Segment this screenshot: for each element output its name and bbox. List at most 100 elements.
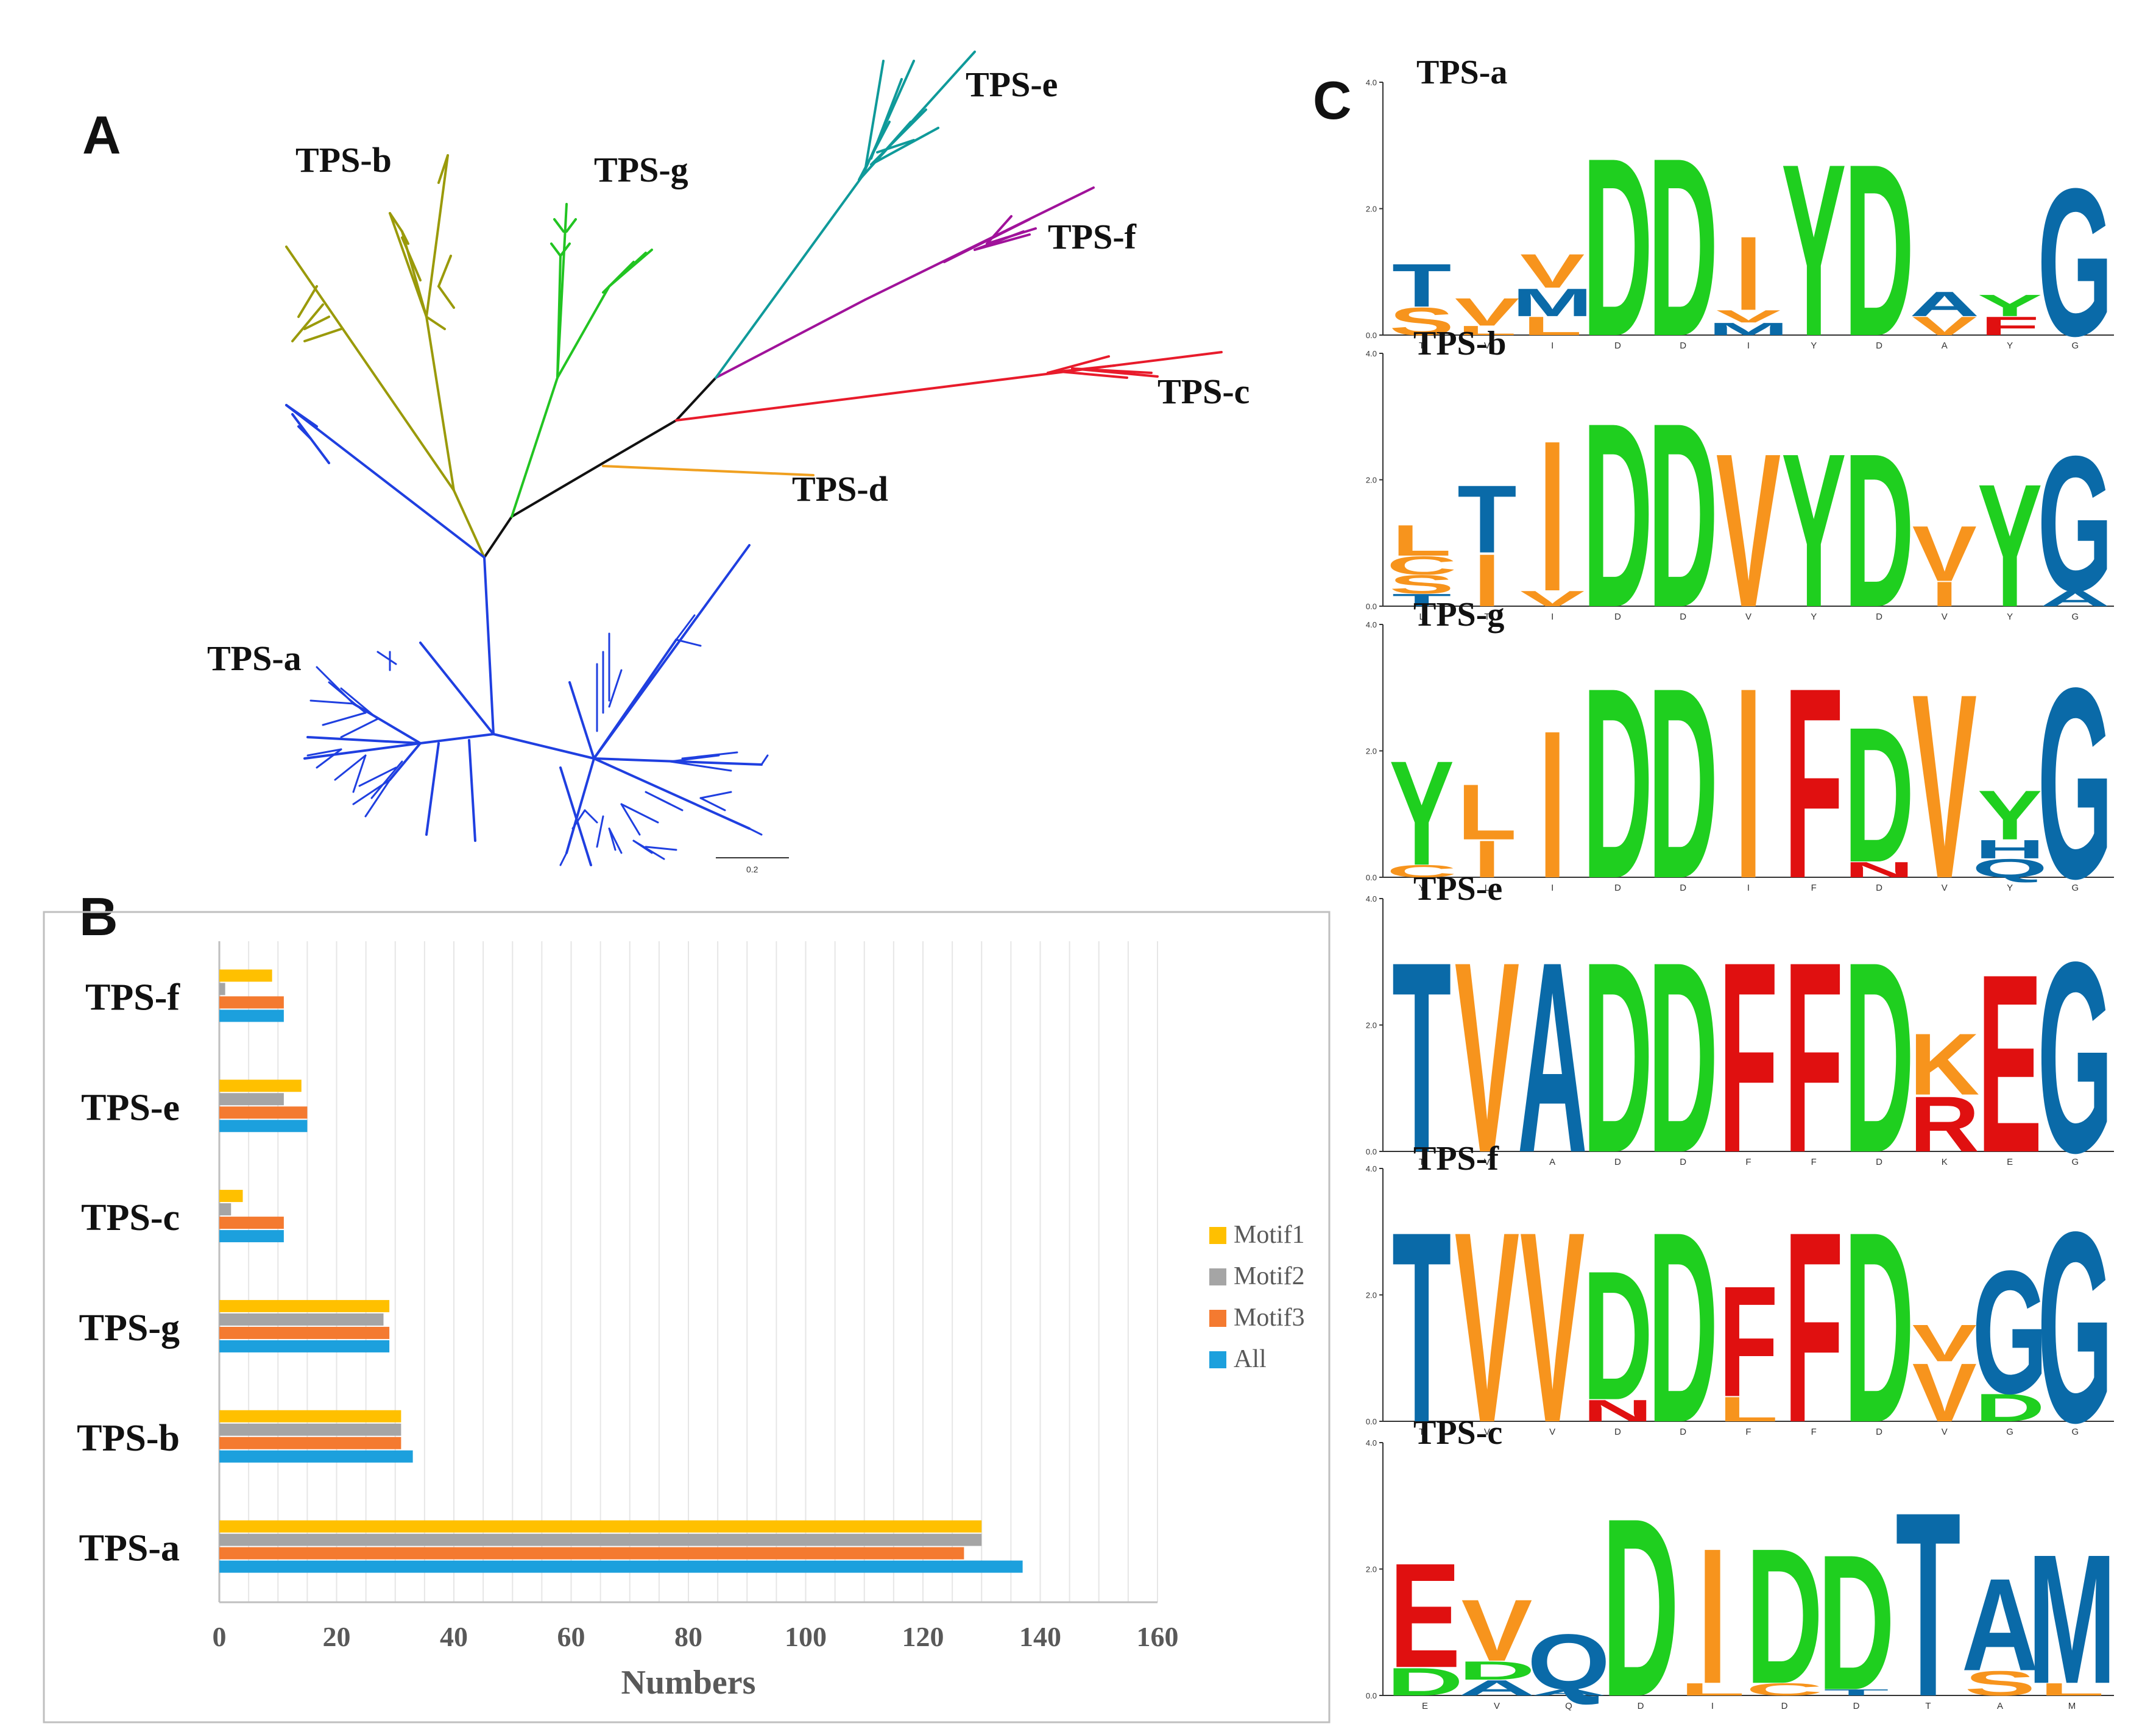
x-tick-label: 80: [674, 1621, 702, 1652]
tree-leaf-tps-c: [1059, 370, 1128, 379]
logo-letter: A: [1909, 285, 1979, 323]
logo-title: TPS-a: [1416, 54, 1507, 91]
logo-x-tick: F: [1811, 883, 1817, 893]
logo-x-tick: K: [1942, 1157, 1948, 1167]
logo-y-tick-label: 0.0: [1366, 1417, 1377, 1426]
tree-branch-tps-a: [492, 733, 595, 760]
category-label: TPS-e: [81, 1087, 180, 1128]
logo-letter: V: [1520, 1175, 1585, 1480]
tree-leaf-tps-b: [401, 230, 409, 245]
logo-letter: F: [1980, 311, 2039, 341]
tree-leaf-tps-a: [645, 846, 677, 851]
logo-y-tick-label: 4.0: [1366, 1438, 1377, 1447]
bar-tps-f-motif2: [219, 983, 225, 995]
tree-leaf-tps-a: [352, 754, 367, 793]
tree-backbone: [483, 515, 513, 559]
tree-leaf-tps-a: [620, 803, 641, 836]
logo-x-tick: F: [1745, 1157, 1751, 1167]
logo-letter: D: [1583, 369, 1653, 663]
logo-letter: N: [1583, 1394, 1653, 1428]
tree-leaf-tps-b: [401, 236, 422, 281]
logo-x-tick: A: [1942, 341, 1948, 351]
logo-title: TPS-b: [1413, 325, 1507, 362]
bar-tps-a-motif2: [219, 1533, 982, 1546]
logo-x-tick: D: [1680, 612, 1686, 622]
logo-x-tick: D: [1680, 1157, 1686, 1167]
x-tick-label: 120: [902, 1621, 944, 1652]
logo-x-tick: A: [1997, 1701, 2003, 1711]
tree-leaf-tps-g: [553, 218, 565, 233]
bar-tps-e-all: [219, 1120, 308, 1133]
tree-leaf-tps-a: [669, 754, 720, 763]
logo-y-tick-label: 4.0: [1366, 1164, 1377, 1173]
tree-leaf-tps-a: [699, 791, 732, 799]
logo-x-tick: V: [1942, 612, 1948, 622]
logo-y-tick-label: 2.0: [1366, 1291, 1377, 1300]
logo-x-tick: D: [1876, 612, 1882, 622]
logo-letter: T: [1392, 252, 1451, 320]
tree-branch-tps-b: [453, 489, 486, 559]
tree-leaf-tps-a: [297, 425, 312, 440]
tree-branch-tps-a: [419, 733, 495, 744]
tree-leaf-tps-f: [974, 233, 1031, 251]
tree-branch-tps-c: [675, 351, 1223, 422]
logo-letter: T: [1392, 1175, 1451, 1480]
logo-y-tick-label: 4.0: [1366, 894, 1377, 903]
clade-label-tps-c: TPS-c: [1158, 372, 1249, 411]
logo-letter: V: [1461, 1582, 1533, 1680]
bar-tps-c-motif3: [219, 1217, 284, 1229]
tree-leaf-tps-a: [340, 687, 379, 720]
tree-backbone: [511, 462, 604, 518]
logo-x-tick: D: [1680, 1427, 1686, 1437]
logo-x-tick: T: [1419, 1427, 1424, 1437]
x-tick-label: 40: [440, 1621, 468, 1652]
logo-letter: V: [1716, 408, 1781, 653]
tree-leaf-tps-a: [328, 681, 367, 714]
logo-letter: Y: [1978, 289, 2042, 323]
tree-branch-tps-b: [425, 316, 455, 492]
bar-tps-c-motif1: [219, 1190, 243, 1203]
tree-leaf-tps-a: [608, 669, 623, 708]
logo-x-tick: D: [1876, 1157, 1882, 1167]
logo-letter: Y: [1390, 730, 1454, 897]
logo-x-tick: Y: [2007, 883, 2013, 893]
category-label: TPS-g: [79, 1307, 180, 1349]
tree-leaf-tps-a: [632, 839, 653, 854]
logo-title: TPS-e: [1413, 870, 1502, 908]
logo-letter: D: [1844, 408, 1914, 653]
logo-title: TPS-c: [1413, 1414, 1502, 1452]
logo-letter: V: [1716, 306, 1781, 326]
logo-y-tick-label: 4.0: [1366, 349, 1377, 358]
logo-x-tick: I: [1551, 612, 1553, 622]
tree-leaf-tps-a: [675, 638, 702, 647]
legend-label-all: All: [1234, 1345, 1267, 1373]
logo-letter: H: [1975, 835, 2045, 864]
tree-leaf-tps-g: [550, 242, 562, 257]
logo-letter: V: [1912, 510, 1977, 598]
logo-letter: C: [1746, 1680, 1823, 1699]
logo-x-tick: G: [2072, 341, 2079, 351]
logo-letter: D: [1844, 112, 1914, 387]
tree-leaf-tps-a: [334, 754, 367, 781]
x-tick-label: 100: [785, 1621, 827, 1652]
tree-leaf-tps-a: [285, 404, 318, 428]
logo-y-tick-label: 0.0: [1366, 1147, 1377, 1156]
logo-y-tick-label: 2.0: [1366, 1565, 1377, 1574]
tree-labels: TPS-b TPS-g TPS-e TPS-f TPS-c TPS-d TPS-…: [207, 65, 1249, 678]
logo-x-tick: F: [1811, 1157, 1817, 1167]
tree-leaf-tps-g: [556, 285, 610, 379]
logo-x-tick: V: [1494, 1701, 1500, 1711]
logo-y-tick-label: 2.0: [1366, 747, 1377, 756]
logo-x-tick: E: [1422, 1701, 1428, 1711]
bar-tps-e-motif2: [219, 1093, 284, 1106]
tree-branch-tps-d: [602, 465, 815, 476]
logo-letter: A: [1518, 905, 1588, 1210]
bar-tps-g-motif1: [219, 1299, 390, 1312]
logo-letter: T: [1392, 905, 1451, 1210]
logo-x-tick: D: [1876, 883, 1882, 893]
logo-letter: D: [1583, 631, 1653, 936]
logo-letter: L: [1719, 1390, 1778, 1429]
panel-letter-c: C: [1313, 70, 1352, 130]
logo-y-tick-label: 2.0: [1366, 1021, 1377, 1030]
